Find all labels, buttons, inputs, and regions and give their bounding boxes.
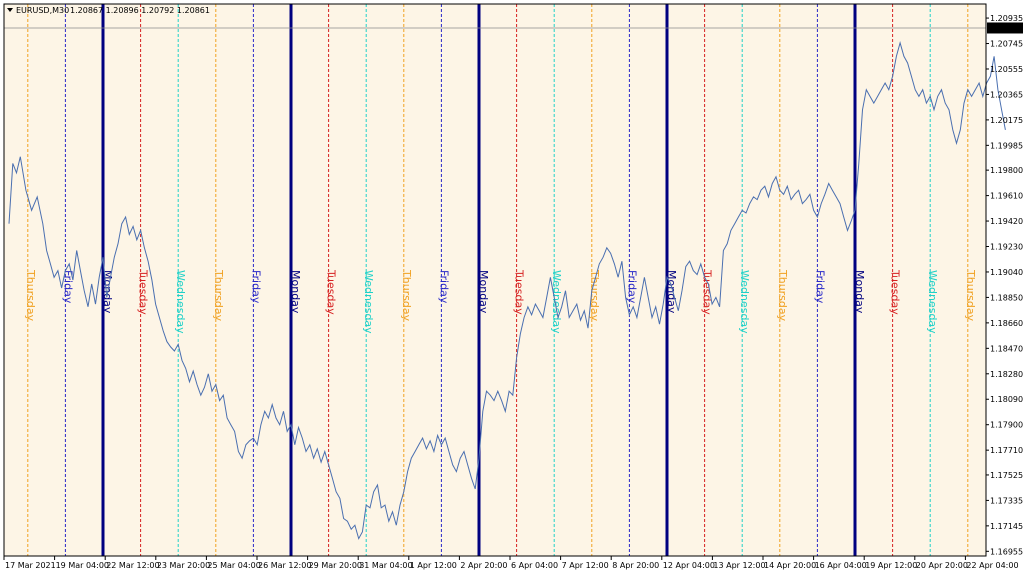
x-tick-label-0: 17 Mar 2021	[5, 561, 56, 570]
day-label-friday-11: Friday	[437, 270, 450, 304]
y-tick-label-21: 1.16955	[990, 547, 1023, 556]
y-tick-label-2: 1.20555	[990, 65, 1023, 74]
y-tick-label-11: 1.18850	[990, 293, 1023, 302]
x-tick-label-11: 7 Apr 12:00	[562, 561, 609, 570]
y-tick-label-15: 1.18090	[990, 395, 1023, 404]
day-label-thursday-0: Thursday	[24, 269, 37, 322]
day-label-friday-21: Friday	[813, 270, 826, 304]
x-tick-label-4: 25 Mar 04:00	[207, 561, 260, 570]
x-tick-label-10: 6 Apr 04:00	[511, 561, 558, 570]
x-tick-label-12: 8 Apr 20:00	[612, 561, 659, 570]
y-tick-label-4: 1.20175	[990, 116, 1023, 125]
y-tick-label-19: 1.17335	[990, 496, 1023, 505]
y-tick-label-18: 1.17525	[990, 471, 1023, 480]
day-label-wednesday-19: Wednesday	[738, 270, 751, 334]
day-label-thursday-5: Thursday	[212, 269, 225, 322]
y-tick-label-8: 1.19420	[990, 217, 1023, 226]
y-tick-label-7: 1.19610	[990, 192, 1023, 201]
y-tick-label-3: 1.20365	[990, 90, 1023, 99]
day-label-tuesday-8: Tuesday	[325, 269, 338, 315]
chart-menu-triangle-icon[interactable]	[7, 8, 13, 12]
y-axis: 1.20935 1.20745 1.20555 1.20365 1.20175 1.199…	[986, 14, 1023, 556]
chart-header: EURUSD,M30 1.20867 1.20896 1.20792 1.208…	[7, 6, 210, 15]
current-price-tag: 1.20861	[987, 22, 1023, 34]
y-tick-label-16: 1.17900	[990, 421, 1023, 430]
y-tick-label-5: 1.19985	[990, 141, 1023, 150]
y-tick-label-9: 1.19230	[990, 243, 1023, 252]
ohlc-values: 1.20867 1.20896 1.20792 1.20861	[70, 6, 210, 15]
day-label-tuesday-18: Tuesday	[701, 269, 714, 315]
day-label-friday-16: Friday	[625, 270, 638, 304]
x-tick-label-14: 13 Apr 12:00	[713, 561, 765, 570]
day-label-friday-6: Friday	[249, 270, 262, 304]
x-tick-label-7: 31 Mar 04:00	[359, 561, 412, 570]
x-tick-label-3: 23 Mar 20:00	[157, 561, 210, 570]
day-label-monday-7: Monday	[289, 270, 302, 314]
x-tick-label-1: 19 Mar 04:00	[56, 561, 109, 570]
day-label-monday-17: Monday	[665, 270, 678, 314]
y-tick-label-17: 1.17710	[990, 446, 1023, 455]
x-tick-label-18: 20 Apr 20:00	[916, 561, 968, 570]
day-label-friday-1: Friday	[61, 270, 74, 304]
day-label-thursday-25: Thursday	[964, 269, 977, 322]
y-tick-label-13: 1.18470	[990, 344, 1023, 353]
symbol-timeframe: EURUSD,M30	[16, 6, 69, 15]
day-label-wednesday-24: Wednesday	[926, 270, 939, 334]
y-tick-label-0: 1.20935	[990, 14, 1023, 23]
day-label-thursday-20: Thursday	[776, 269, 789, 322]
x-tick-label-15: 14 Apr 20:00	[764, 561, 816, 570]
x-tick-label-2: 22 Mar 12:00	[106, 561, 159, 570]
plot-background	[4, 4, 986, 556]
x-tick-label-16: 16 Apr 04:00	[815, 561, 867, 570]
day-label-tuesday-13: Tuesday	[513, 269, 526, 315]
y-tick-label-12: 1.18660	[990, 319, 1023, 328]
day-label-tuesday-3: Tuesday	[137, 269, 150, 315]
y-tick-label-1: 1.20745	[990, 40, 1023, 49]
y-tick-label-6: 1.19800	[990, 166, 1023, 175]
y-tick-label-10: 1.19040	[990, 268, 1023, 277]
y-tick-label-14: 1.18280	[990, 370, 1023, 379]
current-price-tag-background	[987, 22, 1023, 34]
x-tick-label-9: 2 Apr 20:00	[460, 561, 507, 570]
day-label-wednesday-14: Wednesday	[550, 270, 563, 334]
x-tick-label-6: 29 Mar 20:00	[309, 561, 362, 570]
day-label-wednesday-4: Wednesday	[174, 270, 187, 334]
price-series-line	[8, 41, 1006, 540]
x-tick-label-17: 19 Apr 12:00	[865, 561, 917, 570]
x-tick-label-8: 1 Apr 12:00	[410, 561, 457, 570]
day-label-monday-12: Monday	[477, 270, 490, 314]
plot-border	[3, 3, 987, 557]
day-labels: Thursday Friday Monday Tuesday Wednesday Thur…	[24, 269, 977, 334]
day-label-thursday-15: Thursday	[588, 269, 601, 322]
day-label-thursday-10: Thursday	[400, 269, 413, 322]
day-label-monday-22: Monday	[853, 270, 866, 314]
y-tick-label-20: 1.17145	[990, 522, 1023, 531]
x-tick-label-5: 26 Mar 12:00	[258, 561, 311, 570]
day-label-wednesday-9: Wednesday	[362, 270, 375, 334]
current-price-label: 1.20861	[990, 24, 1023, 33]
day-label-tuesday-23: Tuesday	[889, 269, 902, 315]
x-tick-label-13: 12 Apr 04:00	[663, 561, 715, 570]
x-tick-label-19: 22 Apr 04:00	[966, 561, 1018, 570]
